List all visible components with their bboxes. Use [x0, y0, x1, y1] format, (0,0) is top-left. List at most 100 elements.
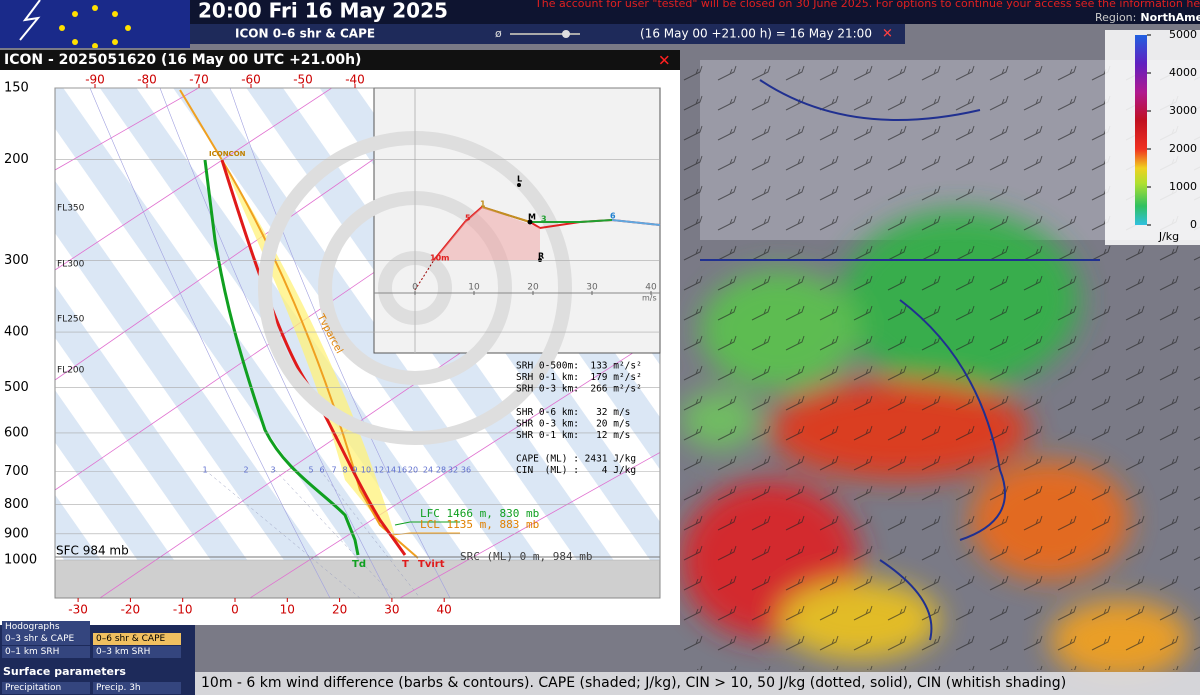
colorbar-label: 1000 [1169, 180, 1197, 193]
menu-item[interactable]: Hodographs [2, 621, 90, 633]
run: (16 May 00 +21.00 h) = 16 May 21:00 [640, 27, 872, 41]
temp-label: 0 [231, 603, 239, 617]
pressure-label: 1000 [4, 553, 37, 568]
colorbar-label: 3000 [1169, 104, 1197, 117]
hodo-label: 30 [586, 283, 598, 293]
pressure-label: 500 [4, 380, 29, 395]
pressure-label: 800 [4, 497, 29, 512]
menu-item[interactable]: 0–1 km SRH [2, 646, 90, 658]
mixing-ratio: 24 [423, 466, 433, 475]
pressure-label: 200 [4, 152, 29, 167]
hodo-unit: m/s [642, 294, 657, 303]
sounding-title: ICON - 2025051620 (16 May 00 UTC +21.00h… [4, 52, 361, 68]
colorbar-label: 5000 [1169, 30, 1197, 41]
hodo-point: 6 [610, 212, 616, 221]
sounding-close[interactable]: ✕ [658, 52, 671, 70]
caption: 10m - 6 km wind difference (barbs & cont… [201, 675, 1067, 691]
header: 20:00 Fri 16 May 2025 The account for us… [190, 0, 1200, 44]
colorbar: 0 1000 2000 3000 4000 5000 J/kg [1105, 30, 1200, 245]
stat: SRH 0-500m: 133 m²/s² [516, 361, 642, 372]
pressure-label: 400 [4, 325, 29, 340]
menu-item[interactable]: 0–3 km SRH [93, 646, 181, 658]
mixing-ratio: 10 [361, 466, 371, 475]
model-label: ICONCON [209, 150, 246, 158]
hodo-point: R [538, 252, 544, 261]
slider-knob[interactable] [562, 30, 570, 38]
temp-label: -20 [121, 603, 141, 617]
sounding-panel: ICON - 2025051620 (16 May 00 UTC +21.00h… [0, 50, 680, 625]
curve-label: Tvirt [418, 559, 445, 570]
mixing-ratio: 20 [408, 466, 418, 475]
product: ICON 0–6 shr & CAPE [235, 27, 375, 41]
sidebar: Hodographs 0–3 shr & CAPE 0–6 shr & CAPE 0–… [0, 621, 195, 695]
temp-label: -50 [293, 73, 313, 87]
lcl-label: LCL 1135 m, 883 mb [420, 518, 539, 531]
hodo-point: 5 [465, 214, 471, 223]
hodo-label: 10 [468, 283, 480, 293]
section-heading: Surface parameters [3, 665, 126, 678]
close[interactable]: ✕ [882, 27, 893, 42]
symbol: ø [495, 27, 502, 40]
caption-bar: 10m - 6 km wind difference (barbs & cont… [195, 672, 1200, 695]
hodo-point: 1 [480, 200, 486, 209]
stat: SHR 0-3 km: 20 m/s [516, 419, 630, 430]
menu-item[interactable]: Precipitation [2, 682, 90, 694]
hodo-point: 3 [541, 215, 547, 224]
hodo-point: 10m [430, 254, 449, 263]
stat: CAPE (ML) : 2431 J/kg [516, 453, 636, 464]
sfc-label: SFC 984 mb [56, 544, 129, 558]
logo[interactable] [0, 0, 190, 48]
mixing-ratio: 8 [342, 466, 347, 475]
menu-item[interactable]: 0–3 shr & CAPE [2, 633, 90, 645]
mixing-ratio: 6 [319, 466, 324, 475]
mixing-ratio: 2 [243, 466, 248, 475]
temp-label: -30 [68, 603, 88, 617]
mixing-ratio: 14 [386, 466, 396, 475]
hodo-label: 0 [412, 283, 418, 293]
lfc-label: LFC 1466 m, 830 mb [420, 507, 539, 520]
mixing-ratio: 9 [352, 466, 357, 475]
mixing-ratio: 12 [374, 466, 384, 475]
mixing-ratio: 28 [436, 466, 446, 475]
pressure-label: 150 [4, 81, 29, 96]
flight-level: FL200 [57, 366, 85, 376]
temp-label: 20 [332, 603, 347, 617]
hodo-label: 20 [527, 283, 539, 293]
title: 20:00 Fri 16 May 2025 [198, 0, 448, 23]
colorbar-label: 2000 [1169, 142, 1197, 155]
stat: CIN (ML) : 4 J/kg [516, 465, 636, 476]
src-label: SRC (ML) 0 m, 984 mb [460, 550, 592, 563]
stat: SHR 0-6 km: 32 m/s [516, 407, 630, 418]
menu-item[interactable]: Precip. 3h [93, 682, 181, 694]
temp-label: 40 [437, 603, 452, 617]
temp-label: -80 [137, 73, 157, 87]
flight-level: FL250 [57, 315, 85, 325]
mixing-ratio: 1 [202, 466, 207, 475]
stat: SRH 0-1 km: 179 m²/s² [516, 372, 642, 383]
curve-label: T [402, 559, 409, 570]
pressure-label: 600 [4, 425, 29, 440]
temp-label: -10 [173, 603, 193, 617]
colorbar-label: 4000 [1169, 66, 1197, 79]
temp-label: -60 [241, 73, 261, 87]
temp-label: -90 [85, 73, 105, 87]
dewpoint-curve [203, 159, 360, 556]
colorbar-label: 0 [1190, 218, 1197, 231]
hodo-point: L [517, 175, 522, 184]
flight-level: FL300 [57, 260, 85, 270]
stat: SRH 0-3 km: 266 m²/s² [516, 384, 642, 395]
region[interactable]: NorthAmerica [1140, 11, 1200, 24]
mixing-ratio: 36 [461, 466, 471, 475]
menu-item[interactable]: 0–6 shr & CAPE [93, 633, 181, 645]
notice[interactable]: The account for user "tested" will be cl… [534, 0, 1200, 10]
temp-label: -40 [345, 73, 365, 87]
temp-label: -70 [189, 73, 209, 87]
pressure-label: 300 [4, 253, 29, 268]
mixing-ratio: 5 [308, 466, 313, 475]
parcel-curve [179, 89, 419, 559]
stat: SHR 0-1 km: 12 m/s [516, 430, 630, 441]
flight-level: FL350 [57, 204, 85, 214]
pressure-label: 900 [4, 526, 29, 541]
region-label: Region: [1095, 11, 1136, 24]
